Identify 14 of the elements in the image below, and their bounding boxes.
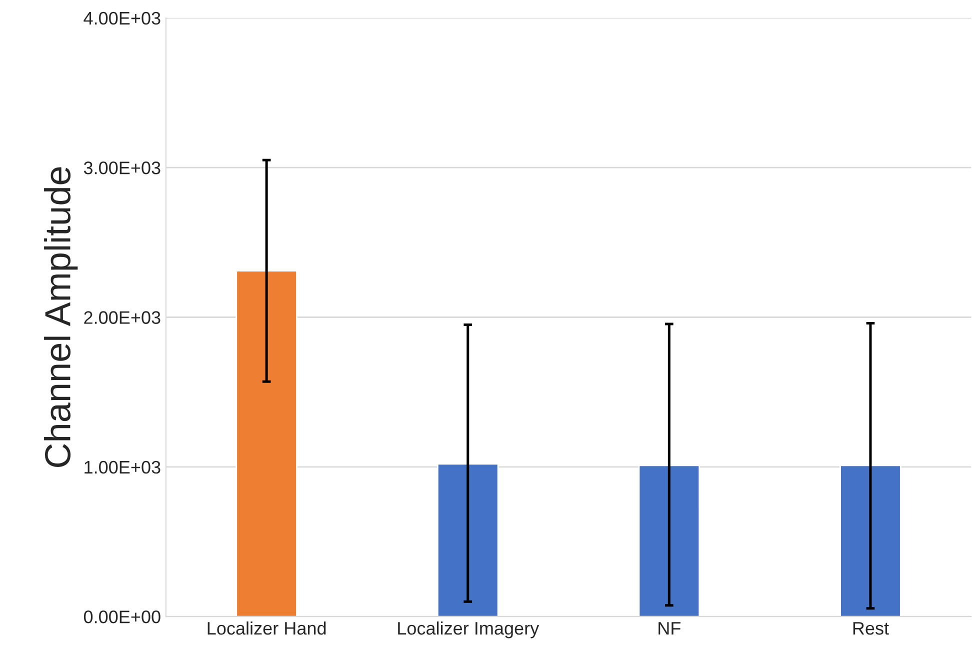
bar <box>236 270 298 617</box>
x-tick-label: Rest <box>853 622 889 635</box>
y-axis-title: Channel Amplitude <box>44 167 78 467</box>
y-tick-label: 3.00E+03 <box>84 162 160 174</box>
y-tick-label: 0.00E+00 <box>84 610 160 624</box>
bar <box>840 464 902 617</box>
x-tick-label: Localizer Hand <box>208 621 326 635</box>
x-tick-label: Localizer Imagery <box>398 621 540 638</box>
bar <box>638 464 700 617</box>
bar <box>436 463 499 617</box>
y-tick-label: 1.00E+03 <box>84 460 160 474</box>
y-tick-label: 4.00E+03 <box>84 12 160 25</box>
y-tick-label: 2.00E+03 <box>84 311 160 324</box>
x-tick-label: NF <box>658 622 680 635</box>
